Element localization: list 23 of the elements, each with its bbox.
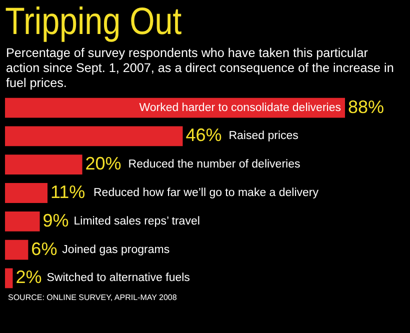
bar — [5, 183, 48, 203]
y-tick-label: Joined gas programs — [62, 244, 170, 256]
bar — [5, 240, 28, 260]
data-label: 88% — [348, 96, 384, 117]
bar — [5, 126, 183, 146]
data-label: 11% — [50, 182, 86, 202]
y-tick-label: Worked harder to consolidate deliveries — [139, 102, 342, 114]
chart-title: Tripping Out — [4, 0, 183, 43]
y-tick-label: Limited sales reps’ travel — [74, 215, 200, 228]
bar — [5, 154, 82, 175]
y-tick-label: Switched to alternative fuels — [46, 272, 190, 284]
source-note: SOURCE: ONLINE SURVEY, APRIL-MAY 2008 — [7, 292, 178, 304]
chart-subtitle: Percentage of survey respondents who have taken this particular action since Sept. 1, 2007, as a direct consequence of the increase in fuel prices. — [5, 45, 395, 91]
y-tick-label: Reduced how far we’ll go to make a delivery — [94, 187, 319, 199]
y-tick-label: Reduced the number of deliveries — [128, 158, 300, 171]
bar — [5, 211, 40, 232]
y-tick-label: Raised prices — [228, 130, 299, 142]
data-label: 46% — [186, 125, 222, 146]
bar — [5, 268, 13, 288]
data-label: 2% — [16, 267, 42, 288]
data-label: 9% — [42, 210, 69, 230]
data-label: 6% — [31, 238, 58, 259]
data-label: 20% — [85, 154, 122, 174]
